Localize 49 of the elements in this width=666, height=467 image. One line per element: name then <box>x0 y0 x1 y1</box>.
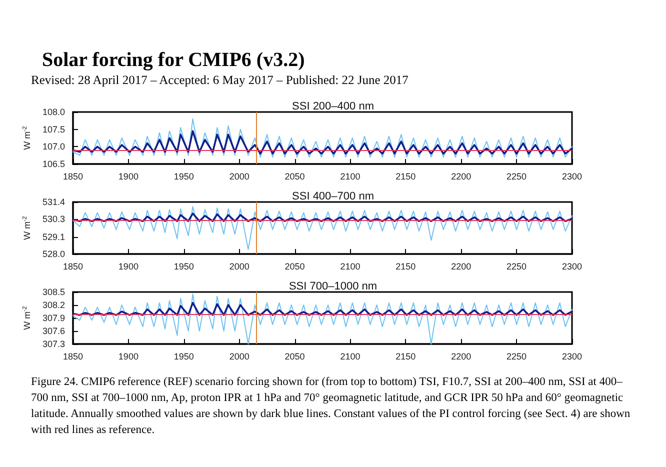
y-tick-label: 108.0 <box>42 107 65 117</box>
chart-title: SSI 700–1000 nm <box>288 280 378 292</box>
chart-title: SSI 400–700 nm <box>292 190 374 202</box>
x-tick-label: 2100 <box>340 262 360 272</box>
y-tick-label: 107.0 <box>42 142 65 152</box>
x-tick-label: 2000 <box>229 262 250 272</box>
x-tick-label: 2300 <box>562 352 582 362</box>
x-tick-label: 2150 <box>396 172 416 182</box>
chart-title: SSI 200–400 nm <box>292 100 374 112</box>
x-tick-label: 1900 <box>118 262 138 272</box>
caption: Figure 24. CMIP6 reference (REF) scenario forcing shown for (from top to bottom) TSI, F10.7, SSI at 200–400 nm, SSI at 400–700 nm, SSI at 700–1000 nm, Ap, proton IPR at 1 hPa and 70° geomagnetic latitude, and GCR IPR 50 hPa and 60° geomagnetic latitude. Annually smoothed values are shown by dark blue lines. Constant values of the PI control forcing (see Sect. 4) are shown with red lines as reference. <box>31 375 632 438</box>
y-tick-label: 307.3 <box>42 339 65 349</box>
x-tick-label: 2200 <box>451 172 472 182</box>
x-tick-label: 2100 <box>340 172 360 182</box>
x-tick-label: 2250 <box>506 172 527 182</box>
x-tick-label: 1850 <box>62 352 84 362</box>
x-tick-label: 2050 <box>284 352 305 362</box>
x-tick-label: 1950 <box>174 352 194 362</box>
x-tick-label: 2250 <box>506 262 527 272</box>
x-tick-label: 2300 <box>562 262 582 272</box>
y-tick-label: 107.5 <box>42 124 65 134</box>
y-tick-label: 529.1 <box>42 232 65 242</box>
y-tick-label: 530.3 <box>42 214 65 224</box>
x-tick-label: 2000 <box>229 352 250 362</box>
x-tick-label: 1900 <box>118 172 138 182</box>
x-tick-label: 2050 <box>284 262 305 272</box>
x-tick-label: 2050 <box>284 172 305 182</box>
y-tick-label: 308.2 <box>42 300 65 310</box>
x-tick-label: 2250 <box>506 352 527 362</box>
x-tick-label: 1900 <box>118 352 138 362</box>
y-tick-label: 307.9 <box>42 313 65 323</box>
x-tick-label: 2300 <box>562 172 582 182</box>
y-tick-label: 308.5 <box>42 287 65 297</box>
y-tick-label: 106.5 <box>42 159 65 169</box>
x-tick-label: 2150 <box>396 352 416 362</box>
text: Revised: 28 April 2017 – Accepted: 6 May 2017 – Published: 22 June 2017 <box>31 72 410 88</box>
x-tick-label: 1950 <box>174 172 194 182</box>
x-tick-label: 2000 <box>229 172 250 182</box>
text: Solar forcing for CMIP6 (v3.2) <box>42 48 306 72</box>
x-tick-label: 1850 <box>62 172 84 182</box>
y-tick-label: 531.4 <box>42 197 65 207</box>
y-tick-label: 528.0 <box>42 249 65 259</box>
x-tick-label: 2150 <box>396 262 416 272</box>
x-tick-label: 1950 <box>174 262 194 272</box>
x-tick-label: 1850 <box>62 262 84 272</box>
x-tick-label: 2100 <box>340 352 360 362</box>
x-tick-label: 2200 <box>451 262 472 272</box>
y-tick-label: 307.6 <box>42 326 65 336</box>
x-tick-label: 2200 <box>451 352 472 362</box>
